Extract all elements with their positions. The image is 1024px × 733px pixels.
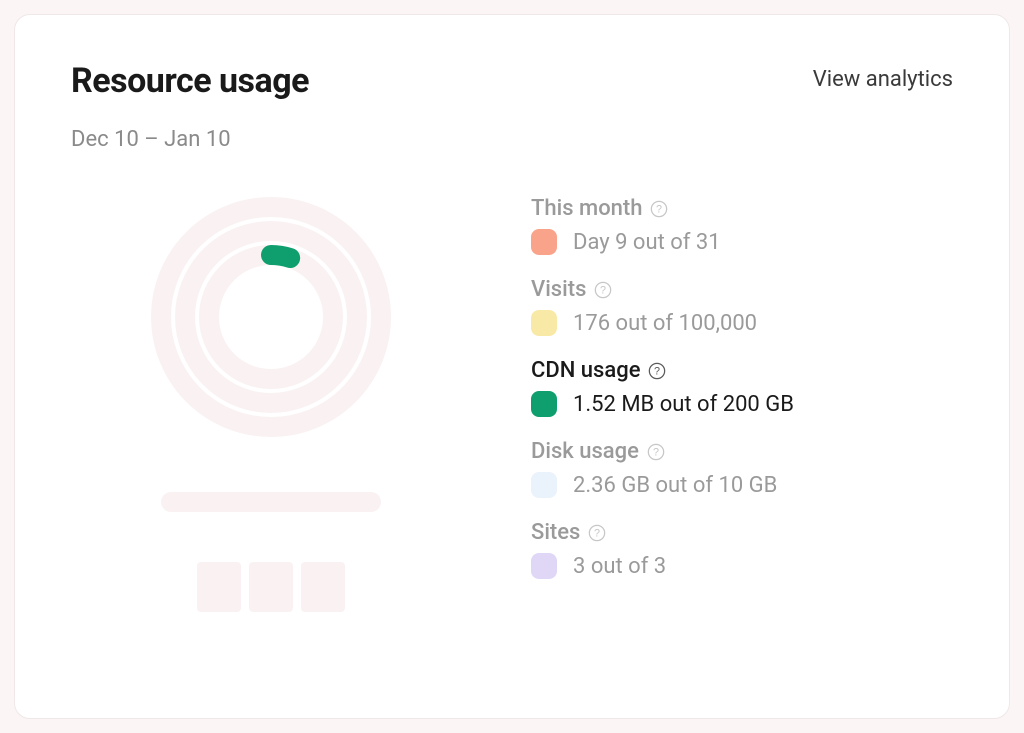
card-title: Resource usage [71,61,309,101]
placeholder-bar [161,492,381,512]
legend-item-sites[interactable]: Sites ? 3 out of 3 [531,520,953,579]
help-icon[interactable]: ? [647,443,665,461]
legend-value: 1.52 MB out of 200 GB [573,392,794,417]
resource-usage-card: Resource usage View analytics Dec 10 – J… [14,14,1010,719]
svg-text:?: ? [600,284,606,296]
legend-item-this-month[interactable]: This month ? Day 9 out of 31 [531,196,953,255]
legend-swatch [531,391,557,417]
svg-text:?: ? [653,446,659,458]
card-header: Resource usage View analytics [71,61,953,101]
legend-swatch [531,472,557,498]
legend-label: Visits [531,277,586,302]
help-icon[interactable]: ? [588,524,606,542]
placeholder-blocks [197,562,345,612]
svg-text:?: ? [594,527,600,539]
placeholder-block [301,562,345,612]
usage-donut-chart [146,192,396,442]
legend-swatch [531,553,557,579]
placeholder-block [249,562,293,612]
legend-value: 2.36 GB out of 10 GB [573,473,777,498]
legend-value: Day 9 out of 31 [573,230,721,255]
legend-swatch [531,310,557,336]
chart-column [71,192,471,612]
content-row: This month ? Day 9 out of 31 Visits ? [71,192,953,612]
legend-item-cdn-usage[interactable]: CDN usage ? 1.52 MB out of 200 GB [531,358,953,417]
svg-text:?: ? [656,203,662,215]
legend-item-disk-usage[interactable]: Disk usage ? 2.36 GB out of 10 GB [531,439,953,498]
svg-text:?: ? [654,365,660,377]
date-range: Dec 10 – Jan 10 [71,127,953,152]
legend-label: Sites [531,520,580,545]
placeholder-block [197,562,241,612]
legend-value: 3 out of 3 [573,554,666,579]
view-analytics-link[interactable]: View analytics [813,67,953,92]
help-icon[interactable]: ? [650,200,668,218]
legend-label: CDN usage [531,358,640,383]
legend-column: This month ? Day 9 out of 31 Visits ? [531,192,953,612]
legend-label: Disk usage [531,439,639,464]
legend-item-visits[interactable]: Visits ? 176 out of 100,000 [531,277,953,336]
legend-label: This month [531,196,642,221]
help-icon[interactable]: ? [648,362,666,380]
help-icon[interactable]: ? [594,281,612,299]
legend-value: 176 out of 100,000 [573,311,757,336]
legend-swatch [531,229,557,255]
